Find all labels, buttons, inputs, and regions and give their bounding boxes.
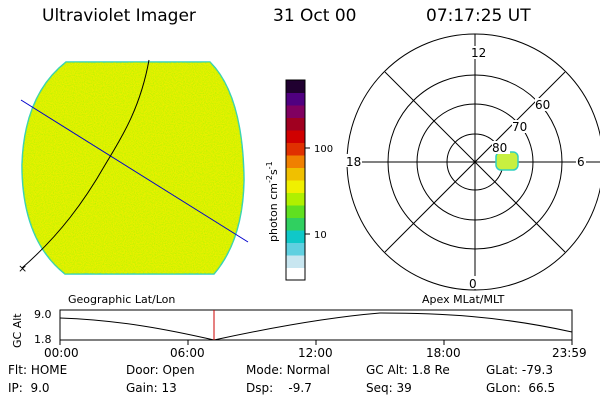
glon-value: 66.5 bbox=[528, 381, 556, 395]
seq-label: Seq: bbox=[366, 381, 393, 395]
polar-plot bbox=[346, 33, 600, 291]
gain-label: Gain: bbox=[126, 381, 158, 395]
timeline-plot bbox=[59, 309, 573, 345]
colorbar-segment bbox=[286, 142, 305, 156]
gain-field: Gain: 13 bbox=[126, 381, 177, 395]
colorbar-segment bbox=[286, 242, 305, 256]
geographic-disk: × bbox=[18, 59, 249, 275]
image-time: 07:17:25 UT bbox=[426, 6, 531, 26]
dsp-field: Dsp: -9.7 bbox=[246, 381, 312, 395]
flt-field: Flt: HOME bbox=[8, 363, 67, 377]
timeline-xtick-0600: 06:00 bbox=[170, 346, 205, 360]
window-title: Ultraviolet Imager bbox=[42, 6, 196, 26]
colorbar-segment bbox=[286, 205, 305, 218]
timeline-right-label: Apex MLat/MLT bbox=[422, 293, 505, 306]
mode-field: Mode: Normal bbox=[246, 363, 330, 377]
ip-field: IP: 9.0 bbox=[8, 381, 50, 395]
position-marker-x: × bbox=[18, 262, 27, 275]
longitude-line bbox=[20, 99, 249, 243]
mlt-label-18: 18 bbox=[346, 155, 361, 169]
mlt-label-0: 0 bbox=[469, 277, 477, 291]
colorbar-tick-100: 100 bbox=[314, 144, 333, 155]
door-value: Open bbox=[162, 363, 195, 377]
lat-label-70: 70 bbox=[512, 120, 527, 134]
timeline-xtick-0000: 00:00 bbox=[44, 346, 79, 360]
colorbar-segment bbox=[286, 117, 305, 131]
colorbar-segment bbox=[286, 255, 305, 268]
seq-field: Seq: 39 bbox=[366, 381, 412, 395]
glon-label: GLon: bbox=[486, 381, 521, 395]
polar-labels: 12 18 6 0 60 70 80 bbox=[346, 46, 586, 291]
colorbar-segment bbox=[286, 217, 305, 231]
timeline-xtick-2359: 23:59 bbox=[552, 346, 587, 360]
mlt-label-12: 12 bbox=[471, 46, 486, 60]
dsp-label: Dsp: bbox=[246, 381, 274, 395]
colorbar-ticks: 100 10 bbox=[305, 144, 333, 241]
disk-texture bbox=[22, 62, 244, 274]
colorbar-segment bbox=[286, 180, 305, 193]
dsp-value: -9.7 bbox=[288, 381, 312, 395]
colorbar-segment bbox=[286, 230, 305, 243]
colorbar-segment bbox=[286, 267, 305, 281]
timeline-ytick-high: 9.0 bbox=[34, 308, 52, 321]
lat-label-80: 80 bbox=[492, 141, 507, 155]
timeline-xticks: 00:00 06:00 12:00 18:00 23:59 bbox=[44, 346, 587, 360]
mode-value: Normal bbox=[286, 363, 330, 377]
mode-label: Mode: bbox=[246, 363, 283, 377]
door-label: Door: bbox=[126, 363, 159, 377]
colorbar-segment bbox=[286, 130, 305, 143]
glat-field: GLat: -79.3 bbox=[486, 363, 553, 377]
lat-label-60: 60 bbox=[535, 98, 550, 112]
colorbar-segment bbox=[286, 192, 305, 206]
glat-value: -79.3 bbox=[521, 363, 553, 377]
timeline-xtick-1800: 18:00 bbox=[426, 346, 461, 360]
gcalt-field: GC Alt: 1.8 Re bbox=[366, 363, 450, 377]
ip-value: 9.0 bbox=[30, 381, 50, 395]
timeline-left-label: Geographic Lat/Lon bbox=[68, 293, 175, 306]
terminator-curve bbox=[21, 59, 150, 269]
image-date: 31 Oct 00 bbox=[273, 6, 357, 26]
colorbar-segment bbox=[286, 105, 305, 118]
timeline-ytick-low: 1.8 bbox=[34, 333, 52, 346]
seq-value: 39 bbox=[396, 381, 412, 395]
colorbar-segment bbox=[286, 155, 305, 168]
glat-label: GLat: bbox=[486, 363, 519, 377]
gain-value: 13 bbox=[161, 381, 177, 395]
ip-label: IP: bbox=[8, 381, 23, 395]
colorbar-segment bbox=[286, 167, 305, 181]
door-field: Door: Open bbox=[126, 363, 195, 377]
timeline-axis-label: GC Alt bbox=[11, 313, 24, 348]
colorbar-label: photon cm-2s-1 bbox=[265, 161, 280, 242]
timeline-xtick-1200: 12:00 bbox=[298, 346, 333, 360]
colorbar-segment bbox=[286, 80, 305, 93]
colorbar bbox=[285, 79, 306, 281]
colorbar-segment bbox=[286, 92, 305, 106]
gcalt-label: GC Alt: bbox=[366, 363, 408, 377]
flt-value: HOME bbox=[30, 363, 68, 377]
gcalt-value: 1.8 Re bbox=[411, 363, 450, 377]
colorbar-tick-10: 10 bbox=[314, 230, 327, 241]
flt-label: Flt: bbox=[8, 363, 27, 377]
glon-field: GLon: 66.5 bbox=[486, 381, 555, 395]
mlt-label-6: 6 bbox=[577, 155, 585, 169]
colorbar-frame bbox=[285, 79, 306, 281]
